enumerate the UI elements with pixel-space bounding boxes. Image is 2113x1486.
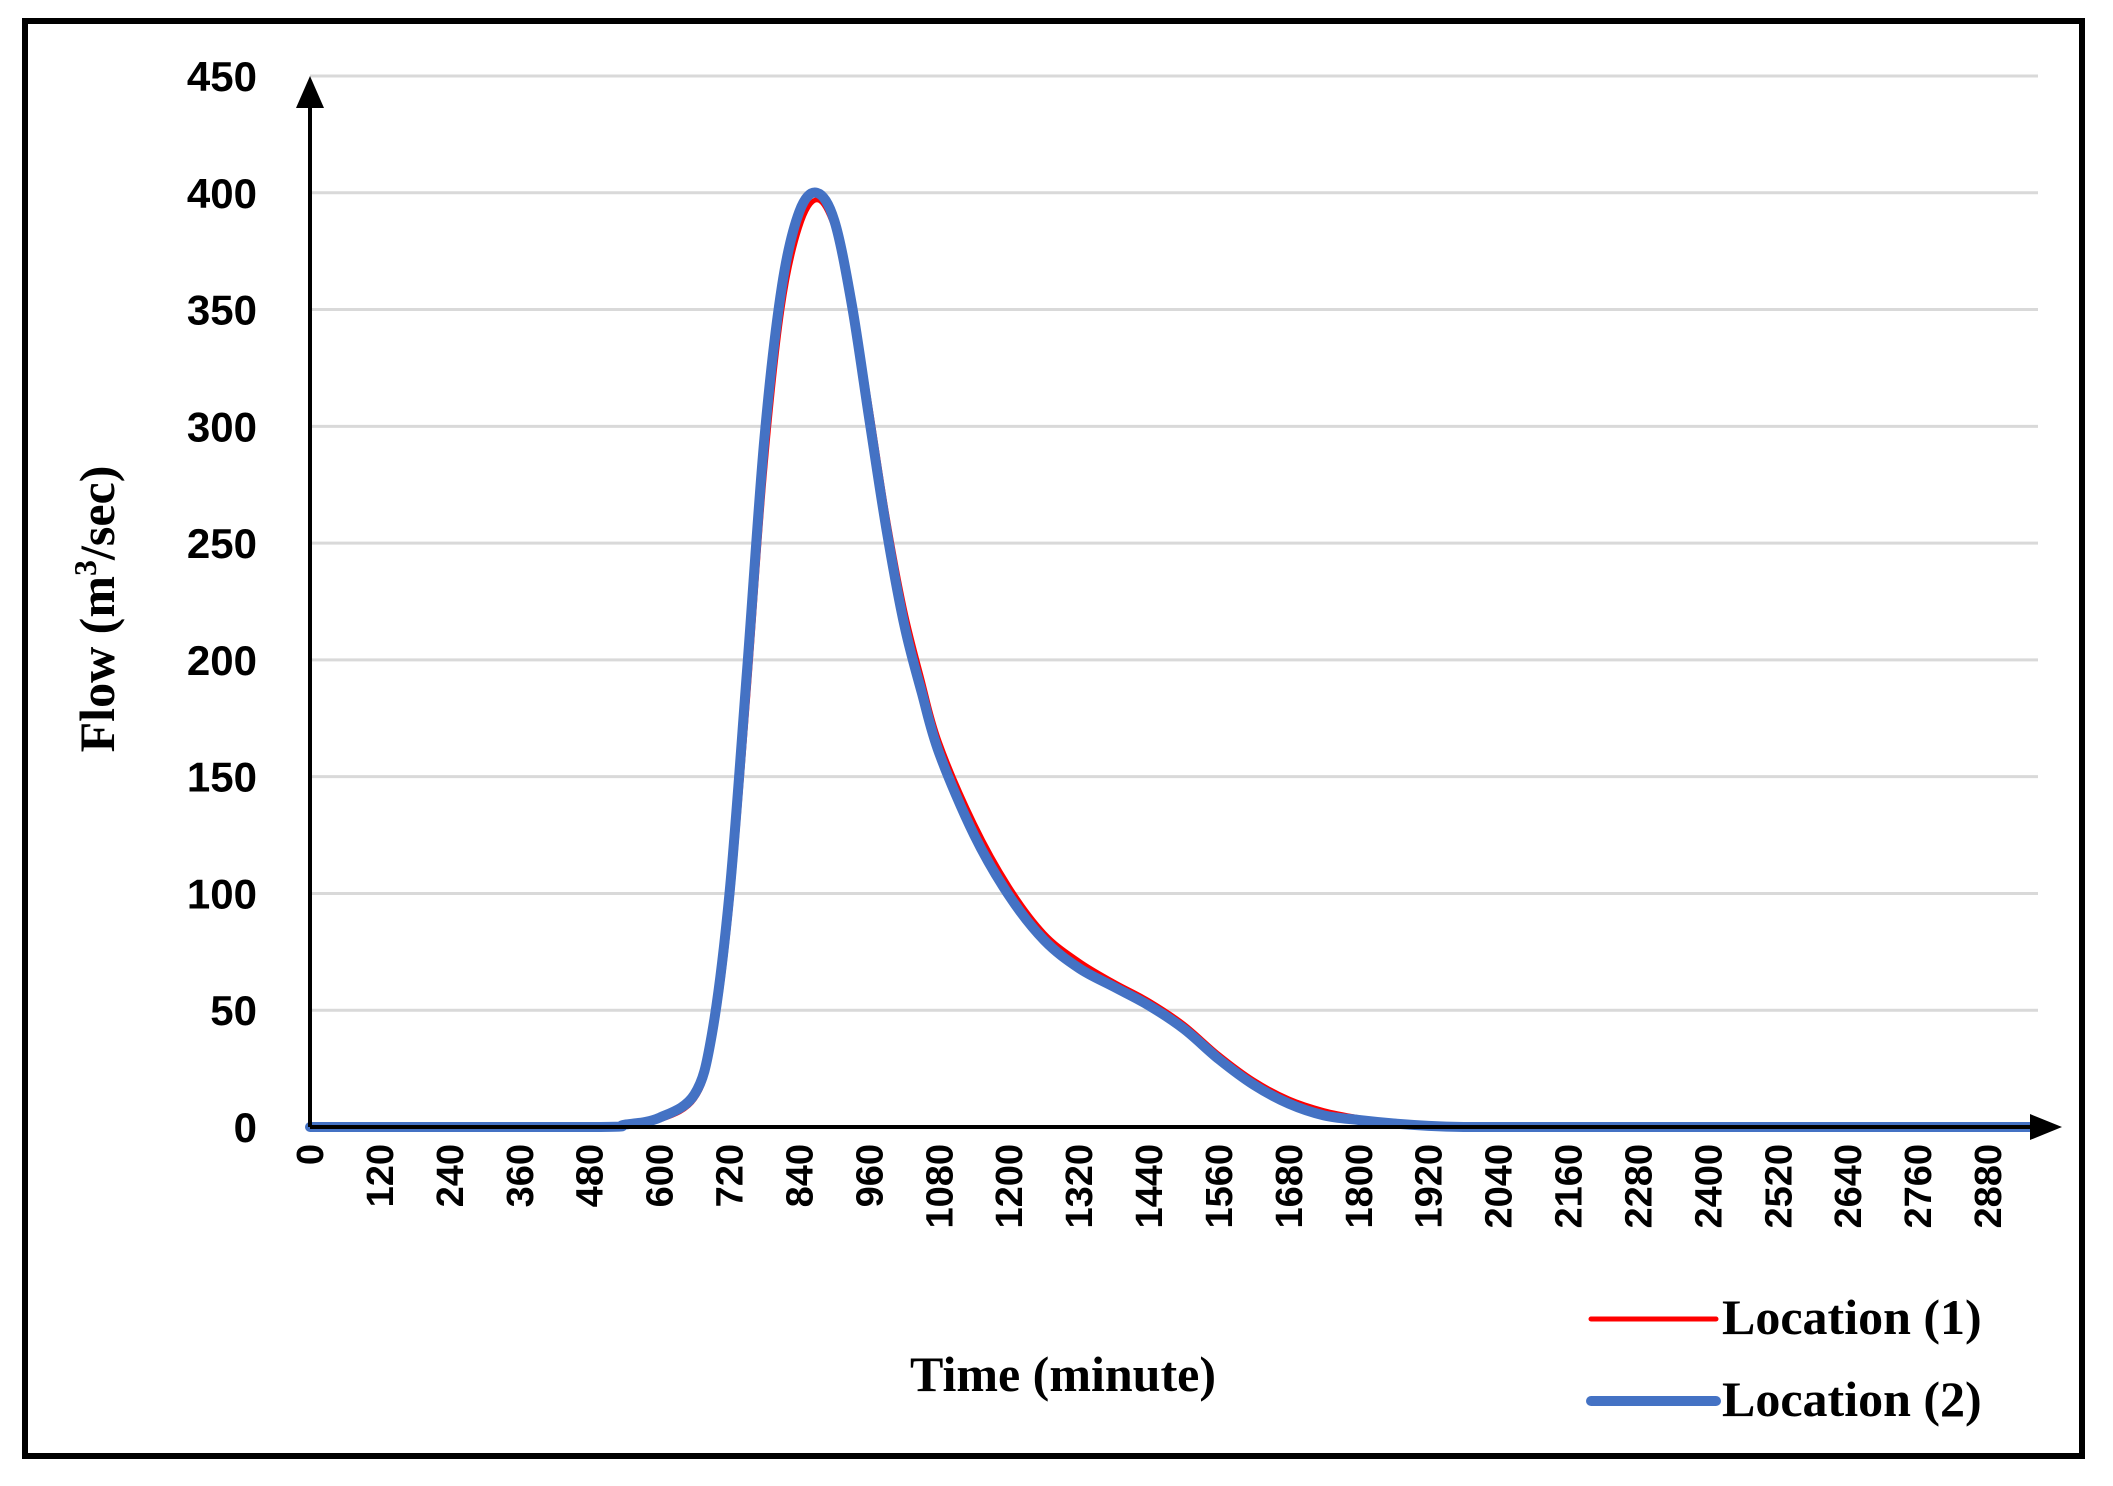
y-axis-title: Flow (m3/sec) [67, 466, 125, 753]
y-tick-label-350: 350 [187, 287, 257, 334]
x-tick-label-1800: 1800 [1339, 1144, 1381, 1229]
x-tick-label-2160: 2160 [1549, 1144, 1591, 1229]
x-tick-label-240: 240 [430, 1144, 472, 1207]
x-tick-label-1200: 1200 [989, 1144, 1031, 1229]
y-tick-label-400: 400 [187, 170, 257, 217]
y-tick-label-250: 250 [187, 520, 257, 567]
x-tick-label-1560: 1560 [1199, 1144, 1241, 1229]
x-tick-label-2400: 2400 [1688, 1144, 1730, 1229]
y-tick-label-300: 300 [187, 403, 257, 450]
x-tick-label-720: 720 [710, 1144, 752, 1207]
x-tick-label-1320: 1320 [1059, 1144, 1101, 1229]
series-line-location-1 [307, 197, 2041, 1130]
x-tick-label-480: 480 [570, 1144, 612, 1207]
legend-label-location-2: Location (2) [1722, 1371, 1982, 1427]
legend-label-location-1: Location (1) [1722, 1289, 1982, 1345]
x-tick-label-2880: 2880 [1968, 1144, 2010, 1229]
axes [296, 76, 2062, 1140]
x-tick-label-2280: 2280 [1618, 1144, 1660, 1229]
chart-frame: 0 50 100 150 200 250 300 350 400 450 0 120 240 360 48… [22, 18, 2085, 1459]
x-tick-labels: 0 120 240 360 480 600 720 840 960 1080 1200 1320 144… [290, 1144, 2010, 1229]
y-tick-label-450: 450 [187, 53, 257, 100]
x-tick-label-1920: 1920 [1409, 1144, 1451, 1229]
y-tick-label-50: 50 [210, 987, 257, 1034]
y-tick-label-200: 200 [187, 637, 257, 684]
x-tick-label-600: 600 [640, 1144, 682, 1207]
grid-lines [310, 74, 2038, 1012]
x-tick-label-360: 360 [500, 1144, 542, 1207]
y-tick-label-150: 150 [187, 754, 257, 801]
x-tick-label-1440: 1440 [1129, 1144, 1171, 1229]
chart-svg: 0 50 100 150 200 250 300 350 400 450 0 120 240 360 48… [67, 53, 2062, 1427]
legend: Location (1) Location (2) [1586, 1289, 1982, 1427]
x-tick-label-120: 120 [360, 1144, 402, 1207]
y-axis-arrow [296, 76, 324, 108]
series-lines [305, 187, 2043, 1133]
x-tick-label-1680: 1680 [1269, 1144, 1311, 1229]
x-tick-label-840: 840 [779, 1144, 821, 1207]
x-tick-label-2520: 2520 [1758, 1144, 1800, 1229]
x-tick-label-2640: 2640 [1828, 1144, 1870, 1229]
x-axis-arrow [2030, 1114, 2062, 1140]
y-tick-label-100: 100 [187, 870, 257, 917]
x-tick-label-2760: 2760 [1898, 1144, 1940, 1229]
x-axis-title: Time (minute) [910, 1346, 1216, 1402]
y-tick-label-0: 0 [234, 1104, 257, 1151]
x-tick-label-1080: 1080 [919, 1144, 961, 1229]
x-tick-label-0: 0 [290, 1144, 332, 1165]
x-tick-label-2040: 2040 [1479, 1144, 1521, 1229]
series-line-location-2 [305, 187, 2043, 1133]
x-tick-label-960: 960 [849, 1144, 891, 1207]
y-tick-labels: 0 50 100 150 200 250 300 350 400 450 [187, 53, 257, 1151]
